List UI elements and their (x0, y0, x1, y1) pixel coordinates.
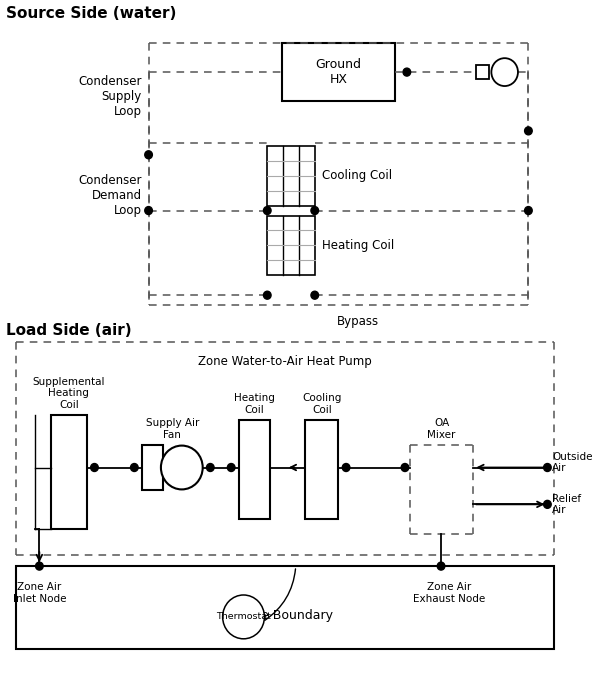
Circle shape (223, 595, 264, 639)
Text: Bypass: Bypass (337, 315, 378, 328)
Bar (142, 444, 163, 491)
Circle shape (525, 127, 532, 135)
Text: Cooling Coil: Cooling Coil (322, 169, 392, 182)
Circle shape (263, 207, 271, 214)
Bar (16, 566, 554, 649)
Text: Supplemental
Heating
Coil: Supplemental Heating Coil (33, 376, 105, 410)
Text: Zone Water-to-Air Heat Pump: Zone Water-to-Air Heat Pump (198, 355, 372, 368)
Text: Source Side (water): Source Side (water) (6, 6, 177, 21)
Circle shape (145, 207, 152, 214)
Circle shape (525, 207, 532, 214)
Bar (239, 420, 270, 520)
Text: Condenser
Demand
Loop: Condenser Demand Loop (78, 174, 142, 217)
Text: Condenser
Supply
Loop: Condenser Supply Loop (78, 74, 142, 118)
Circle shape (311, 207, 319, 214)
Circle shape (401, 464, 409, 471)
Circle shape (91, 464, 99, 471)
Text: Supply Air
Fan: Supply Air Fan (146, 418, 199, 440)
Text: Outside
Air: Outside Air (552, 452, 593, 473)
Bar (305, 420, 338, 520)
Bar (476, 65, 488, 79)
Text: Thermostat: Thermostat (216, 613, 271, 621)
Text: Cooling
Coil: Cooling Coil (302, 393, 341, 415)
Circle shape (263, 291, 271, 299)
Text: OA
Mixer: OA Mixer (427, 418, 456, 440)
Bar (267, 216, 315, 276)
Circle shape (403, 68, 411, 76)
Circle shape (161, 446, 203, 489)
Text: Zone Air
Exhaust Node: Zone Air Exhaust Node (413, 582, 485, 604)
Bar (51, 415, 87, 529)
Circle shape (36, 562, 43, 570)
Text: Zone Air
Inlet Node: Zone Air Inlet Node (13, 582, 66, 604)
Text: Load Side (air): Load Side (air) (6, 323, 132, 338)
Circle shape (227, 464, 235, 471)
Text: Heating Coil: Heating Coil (322, 239, 395, 252)
Text: Zone Boundary: Zone Boundary (237, 609, 333, 622)
Circle shape (544, 464, 551, 471)
Text: Heating
Coil: Heating Coil (234, 393, 275, 415)
Text: Relief
Air: Relief Air (552, 493, 581, 515)
Circle shape (311, 291, 319, 299)
Circle shape (207, 464, 214, 471)
Circle shape (544, 500, 551, 508)
Circle shape (437, 562, 445, 570)
Bar (267, 146, 315, 205)
Bar (282, 43, 395, 101)
Circle shape (131, 464, 138, 471)
Circle shape (491, 58, 518, 86)
Circle shape (145, 151, 152, 158)
Circle shape (342, 464, 350, 471)
Text: Ground
HX: Ground HX (315, 58, 362, 86)
